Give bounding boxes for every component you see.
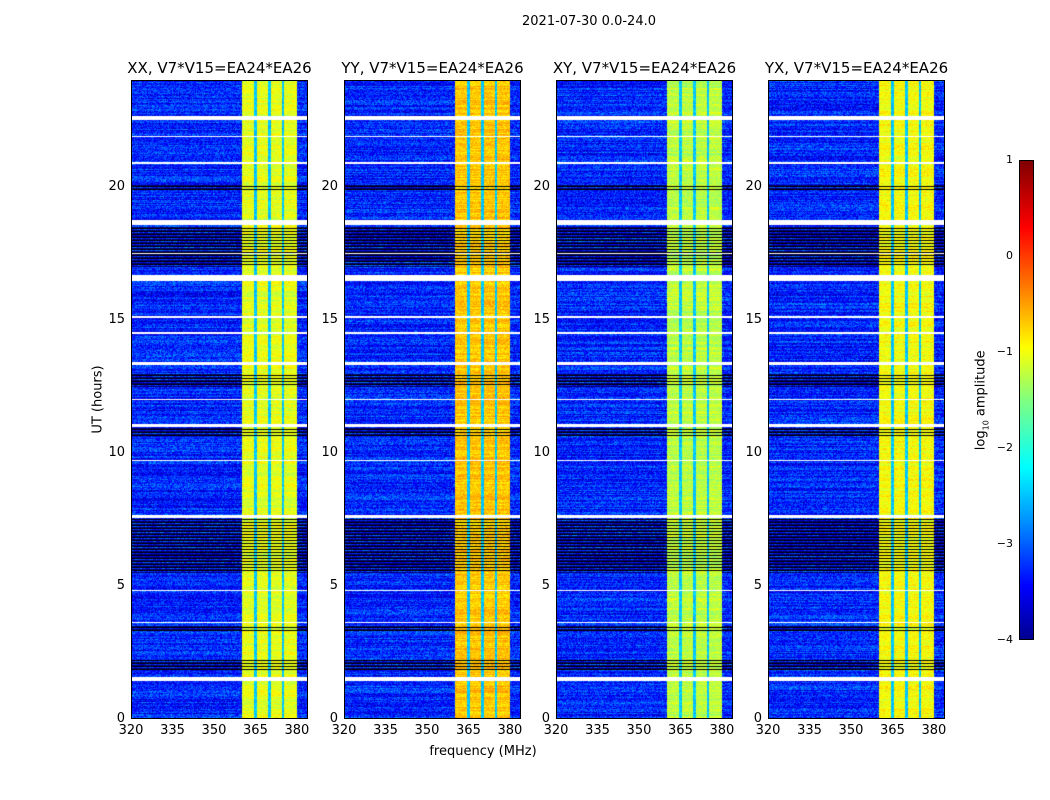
- heatmap-panel: [344, 80, 521, 719]
- heatmap-canvas: [557, 81, 732, 718]
- x-axis-label: frequency (MHz): [429, 744, 537, 759]
- y-tick-label: 5: [753, 577, 762, 593]
- x-tick-label: 380: [497, 723, 523, 738]
- colorbar-label-sub: 10: [981, 420, 991, 431]
- y-tick-label: 20: [108, 178, 125, 194]
- x-tick-label: 365: [456, 723, 481, 738]
- y-tick-label: 20: [321, 178, 338, 194]
- x-tick-label: 365: [243, 723, 268, 738]
- x-tick-label: 380: [709, 723, 735, 738]
- y-axis-label: UT (hours): [90, 365, 106, 434]
- colorbar-tick-label: −4: [996, 633, 1013, 646]
- heatmap-panel: [768, 80, 945, 719]
- colorbar: [1019, 160, 1034, 640]
- panel-title: XX, V7*V15=EA24*EA26: [127, 59, 312, 77]
- colorbar-tick-label: 1: [1006, 153, 1013, 166]
- figure-title: 2021-07-30 0.0-24.0: [522, 14, 656, 29]
- x-tick-label: 320: [755, 723, 781, 738]
- y-tick-label: 15: [533, 311, 550, 327]
- y-tick-label: 20: [533, 178, 550, 194]
- x-tick-label: 320: [118, 723, 144, 738]
- y-tick-label: 20: [745, 178, 762, 194]
- y-tick-label: 0: [329, 711, 338, 726]
- x-tick-label: 365: [880, 723, 905, 738]
- y-tick-label: 10: [745, 444, 762, 460]
- y-tick-label: 5: [329, 577, 338, 593]
- y-tick-label: 0: [753, 711, 762, 726]
- y-tick-label: 10: [321, 444, 338, 460]
- x-tick-label: 335: [160, 723, 185, 738]
- heatmap-panel: [556, 80, 733, 719]
- colorbar-tick-label: −2: [996, 441, 1013, 454]
- y-tick-label: 15: [321, 311, 338, 327]
- x-tick-label: 380: [284, 723, 310, 738]
- x-tick-label: 350: [201, 723, 227, 738]
- x-tick-label: 320: [543, 723, 569, 738]
- panel-title: YY, V7*V15=EA24*EA26: [341, 59, 524, 77]
- x-tick-label: 320: [331, 723, 357, 738]
- x-tick-label: 350: [414, 723, 440, 738]
- x-tick-label: 335: [373, 723, 398, 738]
- x-tick-label: 335: [797, 723, 822, 738]
- panel-title: XY, V7*V15=EA24*EA26: [552, 59, 737, 77]
- x-tick-label: 350: [626, 723, 652, 738]
- y-tick-label: 0: [116, 711, 125, 726]
- y-tick-label: 5: [541, 577, 550, 593]
- y-tick-label: 5: [116, 577, 125, 593]
- y-tick-label: 10: [533, 444, 550, 460]
- heatmap-canvas: [132, 81, 307, 718]
- x-tick-label: 365: [668, 723, 693, 738]
- colorbar-label-rest: amplitude: [973, 350, 989, 421]
- x-tick-label: 350: [838, 723, 864, 738]
- y-tick-label: 15: [108, 311, 125, 327]
- heatmap-panel: [131, 80, 308, 719]
- panel-title: YX, V7*V15=EA24*EA26: [764, 59, 949, 77]
- x-tick-label: 380: [921, 723, 947, 738]
- y-tick-label: 15: [745, 311, 762, 327]
- y-tick-label: 0: [541, 711, 550, 726]
- y-tick-label: 10: [108, 444, 125, 460]
- x-tick-label: 335: [585, 723, 610, 738]
- colorbar-tick-label: −1: [996, 345, 1013, 358]
- heatmap-canvas: [769, 81, 944, 718]
- colorbar-tick-label: 0: [1006, 249, 1013, 262]
- heatmap-canvas: [345, 81, 520, 718]
- colorbar-tick-label: −3: [996, 537, 1013, 550]
